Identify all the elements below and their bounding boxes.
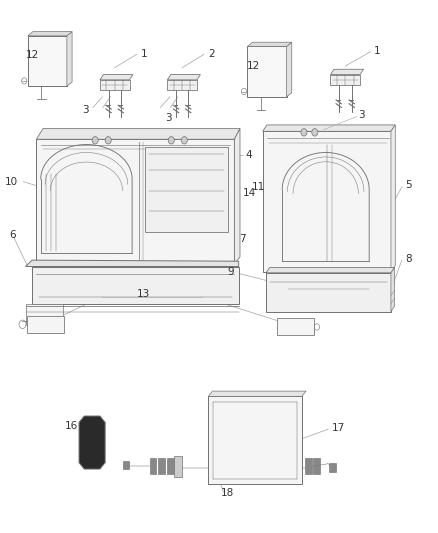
Polygon shape	[25, 260, 239, 266]
Text: 16: 16	[64, 421, 78, 431]
Circle shape	[301, 128, 307, 136]
Text: 5: 5	[405, 180, 412, 190]
Polygon shape	[266, 273, 391, 312]
Text: 9: 9	[228, 267, 234, 277]
Circle shape	[89, 451, 95, 458]
Circle shape	[92, 136, 98, 144]
Polygon shape	[100, 80, 130, 91]
Text: 3: 3	[358, 110, 365, 120]
Polygon shape	[25, 304, 63, 325]
Polygon shape	[263, 131, 391, 272]
Text: 7: 7	[239, 234, 245, 244]
Text: 10: 10	[5, 176, 18, 187]
Polygon shape	[158, 458, 165, 474]
Text: 18: 18	[220, 488, 233, 498]
Polygon shape	[149, 458, 156, 474]
Text: 12: 12	[247, 61, 261, 71]
Polygon shape	[167, 458, 174, 474]
Text: 11: 11	[251, 182, 265, 192]
Polygon shape	[276, 318, 314, 335]
Polygon shape	[263, 125, 395, 131]
Polygon shape	[28, 31, 72, 36]
Polygon shape	[391, 125, 395, 272]
Text: 3: 3	[165, 113, 171, 123]
Polygon shape	[67, 31, 72, 86]
Polygon shape	[100, 75, 133, 80]
Polygon shape	[123, 461, 129, 469]
Polygon shape	[36, 139, 234, 264]
Text: 1: 1	[374, 46, 380, 56]
Text: 3: 3	[82, 105, 88, 115]
Polygon shape	[79, 416, 105, 469]
Polygon shape	[331, 69, 364, 75]
Polygon shape	[266, 268, 394, 273]
Circle shape	[181, 136, 187, 144]
Text: 1: 1	[141, 50, 148, 59]
Polygon shape	[286, 42, 292, 97]
Text: 4: 4	[245, 150, 252, 160]
Polygon shape	[208, 391, 306, 397]
Circle shape	[83, 443, 102, 466]
Polygon shape	[305, 458, 312, 474]
Circle shape	[89, 427, 95, 434]
Text: 6: 6	[10, 230, 16, 240]
Polygon shape	[28, 36, 67, 86]
Circle shape	[83, 419, 102, 442]
Polygon shape	[167, 80, 197, 91]
Polygon shape	[167, 75, 201, 80]
Text: 12: 12	[25, 51, 39, 60]
Circle shape	[168, 136, 174, 144]
Circle shape	[86, 448, 98, 462]
Polygon shape	[27, 316, 64, 333]
Polygon shape	[234, 128, 240, 264]
Polygon shape	[247, 46, 286, 97]
Polygon shape	[208, 397, 302, 484]
Polygon shape	[174, 456, 182, 477]
Polygon shape	[247, 42, 292, 46]
Polygon shape	[145, 147, 228, 232]
Text: 17: 17	[331, 423, 345, 433]
Polygon shape	[329, 463, 336, 472]
Text: 14: 14	[243, 188, 256, 198]
Text: 8: 8	[405, 254, 412, 264]
Polygon shape	[36, 128, 240, 139]
Circle shape	[105, 136, 111, 144]
Polygon shape	[32, 266, 239, 304]
Polygon shape	[391, 268, 394, 312]
Circle shape	[86, 424, 98, 438]
Text: 2: 2	[208, 50, 215, 59]
Polygon shape	[331, 75, 360, 85]
Circle shape	[312, 128, 318, 136]
Polygon shape	[313, 458, 320, 474]
Text: 13: 13	[136, 289, 150, 299]
